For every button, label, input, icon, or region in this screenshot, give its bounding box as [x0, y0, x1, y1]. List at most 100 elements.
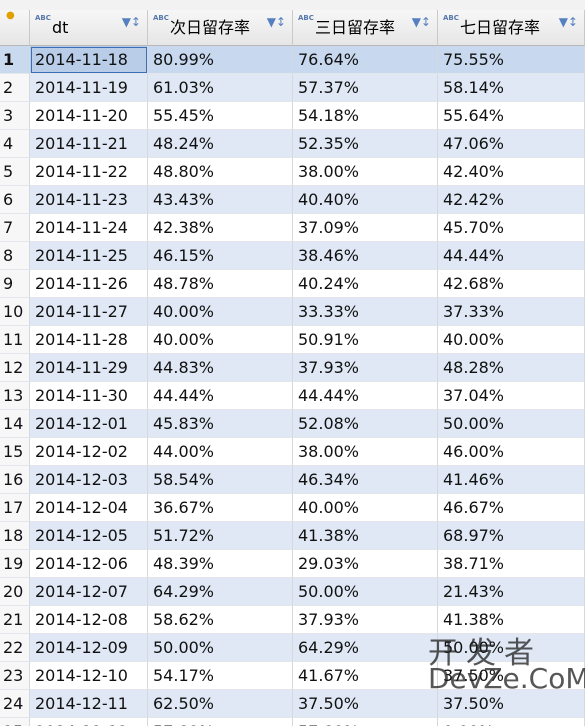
row-number[interactable]: 16 — [0, 466, 30, 494]
cell[interactable]: 2014-11-29 — [30, 354, 148, 382]
cell[interactable]: 58.14% — [438, 74, 585, 102]
cell[interactable]: 48.78% — [148, 270, 293, 298]
row-number[interactable]: 12 — [0, 354, 30, 382]
cell[interactable]: 2014-11-22 — [30, 158, 148, 186]
cell[interactable]: 2014-11-23 — [30, 186, 148, 214]
cell[interactable]: 54.17% — [148, 662, 293, 690]
row-number[interactable]: 21 — [0, 606, 30, 634]
row-number[interactable]: 4 — [0, 130, 30, 158]
cell[interactable]: 38.71% — [438, 550, 585, 578]
cell[interactable]: 42.68% — [438, 270, 585, 298]
cell[interactable]: 37.50% — [438, 690, 585, 718]
row-number[interactable]: 22 — [0, 634, 30, 662]
cell[interactable]: 2014-11-26 — [30, 270, 148, 298]
cell[interactable]: 2014-11-30 — [30, 382, 148, 410]
cell[interactable]: 55.45% — [148, 102, 293, 130]
cell[interactable]: 2014-12-09 — [30, 634, 148, 662]
cell[interactable]: 37.93% — [293, 354, 438, 382]
column-header[interactable]: ABC 七日留存率 ▼↕ — [438, 10, 585, 46]
cell[interactable]: 45.83% — [148, 410, 293, 438]
cell[interactable]: 76.64% — [293, 46, 438, 74]
cell[interactable]: 47.06% — [438, 130, 585, 158]
cell[interactable]: 50.00% — [438, 634, 585, 662]
cell[interactable]: 40.00% — [438, 326, 585, 354]
cell[interactable]: 50.00% — [438, 410, 585, 438]
row-number[interactable]: 7 — [0, 214, 30, 242]
cell[interactable]: 44.83% — [148, 354, 293, 382]
cell[interactable]: 48.80% — [148, 158, 293, 186]
row-number[interactable]: 19 — [0, 550, 30, 578]
cell[interactable]: 38.00% — [293, 438, 438, 466]
row-number[interactable]: 25 — [0, 718, 30, 726]
cell[interactable]: 46.00% — [438, 438, 585, 466]
cell[interactable]: 57.37% — [293, 74, 438, 102]
cell[interactable]: 40.24% — [293, 270, 438, 298]
cell[interactable]: 42.40% — [438, 158, 585, 186]
cell[interactable]: 41.67% — [293, 662, 438, 690]
cell[interactable]: 37.93% — [293, 606, 438, 634]
cell[interactable]: 2014-11-24 — [30, 214, 148, 242]
cell[interactable]: 37.50% — [293, 690, 438, 718]
row-number[interactable]: 18 — [0, 522, 30, 550]
row-number[interactable]: 1 — [0, 46, 30, 74]
cell[interactable]: 38.00% — [293, 158, 438, 186]
cell[interactable]: 0.00% — [438, 718, 585, 726]
cell[interactable]: 2014-11-28 — [30, 326, 148, 354]
cell[interactable]: 33.33% — [293, 298, 438, 326]
cell[interactable]: 48.24% — [148, 130, 293, 158]
cell[interactable]: 68.97% — [438, 522, 585, 550]
cell[interactable]: 43.43% — [148, 186, 293, 214]
row-number[interactable]: 14 — [0, 410, 30, 438]
cell[interactable]: 37.04% — [438, 382, 585, 410]
cell[interactable]: 50.00% — [148, 634, 293, 662]
row-number[interactable]: 6 — [0, 186, 30, 214]
cell[interactable]: 2014-11-21 — [30, 130, 148, 158]
cell[interactable]: 2014-12-06 — [30, 550, 148, 578]
cell[interactable]: 36.67% — [148, 494, 293, 522]
cell[interactable]: 2014-11-18 — [30, 46, 148, 74]
cell[interactable]: 44.44% — [438, 242, 585, 270]
cell[interactable]: 50.00% — [293, 578, 438, 606]
cell[interactable]: 42.42% — [438, 186, 585, 214]
cell[interactable]: 2014-12-07 — [30, 578, 148, 606]
cell[interactable]: 55.64% — [438, 102, 585, 130]
cell[interactable]: 44.00% — [148, 438, 293, 466]
row-number[interactable]: 11 — [0, 326, 30, 354]
cell[interactable]: 40.00% — [293, 494, 438, 522]
cell[interactable]: 2014-12-11 — [30, 690, 148, 718]
cell[interactable]: 2014-11-25 — [30, 242, 148, 270]
cell[interactable]: 2014-12-10 — [30, 662, 148, 690]
row-number[interactable]: 17 — [0, 494, 30, 522]
cell[interactable]: 64.29% — [293, 634, 438, 662]
cell[interactable]: 48.28% — [438, 354, 585, 382]
cell[interactable]: 29.03% — [293, 550, 438, 578]
row-number[interactable]: 5 — [0, 158, 30, 186]
cell[interactable]: 37.33% — [438, 298, 585, 326]
cell[interactable]: 58.62% — [148, 606, 293, 634]
cell[interactable]: 58.54% — [148, 466, 293, 494]
cell[interactable]: 44.44% — [293, 382, 438, 410]
cell[interactable]: 2014-12-04 — [30, 494, 148, 522]
cell[interactable]: 37.09% — [293, 214, 438, 242]
cell[interactable]: 2014-12-05 — [30, 522, 148, 550]
column-header[interactable]: ABC 三日留存率 ▼↕ — [293, 10, 438, 46]
cell[interactable]: 2014-12-01 — [30, 410, 148, 438]
cell[interactable]: 2014-12-12 — [30, 718, 148, 726]
cell[interactable]: 62.50% — [148, 690, 293, 718]
cell[interactable]: 44.44% — [148, 382, 293, 410]
cell[interactable]: 40.00% — [148, 326, 293, 354]
column-header[interactable]: ABC dt ▼↕ — [30, 10, 148, 46]
cell[interactable]: 2014-11-27 — [30, 298, 148, 326]
row-number[interactable]: 9 — [0, 270, 30, 298]
cell[interactable]: 2014-12-08 — [30, 606, 148, 634]
row-number[interactable]: 20 — [0, 578, 30, 606]
cell[interactable]: 52.35% — [293, 130, 438, 158]
cell[interactable]: 64.29% — [148, 578, 293, 606]
cell[interactable]: 46.15% — [148, 242, 293, 270]
cell[interactable]: 80.99% — [148, 46, 293, 74]
cell[interactable]: 45.70% — [438, 214, 585, 242]
row-number[interactable]: 13 — [0, 382, 30, 410]
cell[interactable]: 2014-12-02 — [30, 438, 148, 466]
cell[interactable]: 2014-11-20 — [30, 102, 148, 130]
cell[interactable]: 46.67% — [438, 494, 585, 522]
